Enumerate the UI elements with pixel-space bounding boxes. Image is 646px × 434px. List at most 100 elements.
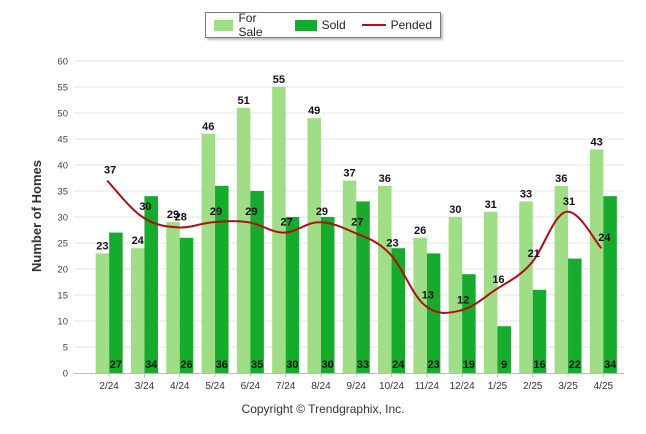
data-label-sold-5-24: 36 xyxy=(216,359,228,371)
bar-for-sale-4-25 xyxy=(589,149,604,373)
y-tick-label-40: 40 xyxy=(57,161,68,172)
y-tick-label-50: 50 xyxy=(57,109,68,120)
data-label-pended-3-24: 30 xyxy=(139,201,151,213)
bar-for-sale-11-24 xyxy=(413,237,427,373)
data-label-sold-9-24: 33 xyxy=(357,359,369,371)
data-label-sold-4-24: 26 xyxy=(180,359,192,371)
bar-for-sale-10-24 xyxy=(378,185,392,373)
data-label-for-sale-9-24: 37 xyxy=(343,168,355,180)
bar-for-sale-9-24 xyxy=(342,180,357,373)
data-label-sold-8-24: 30 xyxy=(322,359,334,371)
data-label-sold-12-24: 19 xyxy=(463,359,475,371)
legend-item-sold: Sold xyxy=(294,18,346,32)
data-label-sold-7-24: 30 xyxy=(286,359,298,371)
data-label-pended-9-24: 27 xyxy=(351,217,363,229)
data-label-for-sale-2-25: 33 xyxy=(520,188,532,200)
data-label-pended-1-25: 16 xyxy=(492,274,504,286)
x-tick-label-9-24: 9/24 xyxy=(347,381,367,392)
x-tick-label-10-24: 10/24 xyxy=(379,381,404,392)
bar-for-sale-3-24 xyxy=(130,248,145,373)
data-label-sold-3-24: 34 xyxy=(145,359,158,371)
legend-swatch-for-sale xyxy=(214,19,234,31)
bar-sold-9-24 xyxy=(356,201,370,373)
legend-label-sold: Sold xyxy=(321,18,346,32)
data-label-for-sale-6-24: 51 xyxy=(237,95,249,107)
data-label-for-sale-3-25: 36 xyxy=(555,173,567,185)
y-tick-label-0: 0 xyxy=(63,369,68,380)
legend-item-pended: Pended xyxy=(361,18,432,32)
bar-for-sale-12-24 xyxy=(448,217,463,373)
bar-sold-8-24 xyxy=(320,217,335,373)
data-label-pended-4-24: 28 xyxy=(175,211,187,223)
y-tick-label-10: 10 xyxy=(57,317,68,328)
x-tick-label-2-24: 2/24 xyxy=(99,381,119,392)
legend-label-pended: Pended xyxy=(390,18,432,32)
data-label-sold-11-24: 23 xyxy=(427,359,439,371)
x-tick-label-4-25: 4/25 xyxy=(594,381,614,392)
data-label-for-sale-2-24: 23 xyxy=(96,240,108,252)
data-label-pended-2-24: 37 xyxy=(104,165,116,177)
data-label-for-sale-10-24: 36 xyxy=(379,173,391,185)
data-label-pended-7-24: 27 xyxy=(281,217,293,229)
data-label-pended-6-24: 29 xyxy=(245,206,257,218)
data-label-pended-11-24: 13 xyxy=(422,289,434,301)
y-tick-label-55: 55 xyxy=(57,83,68,94)
data-label-pended-12-24: 12 xyxy=(457,295,469,307)
y-tick-label-25: 25 xyxy=(57,239,68,250)
data-label-for-sale-5-24: 46 xyxy=(202,121,214,133)
x-tick-label-3-25: 3/25 xyxy=(558,381,578,392)
bar-sold-6-24 xyxy=(250,191,264,373)
y-tick-label-30: 30 xyxy=(57,213,68,224)
legend-swatch-pended xyxy=(361,24,386,26)
bar-sold-7-24 xyxy=(285,217,300,373)
data-label-sold-10-24: 24 xyxy=(392,359,405,371)
data-label-for-sale-3-24: 24 xyxy=(132,235,145,247)
data-label-sold-6-24: 35 xyxy=(251,359,263,371)
y-tick-label-35: 35 xyxy=(57,187,68,198)
bar-for-sale-6-24 xyxy=(236,107,251,374)
data-label-pended-8-24: 29 xyxy=(316,206,328,218)
x-tick-label-12-24: 12/24 xyxy=(450,381,475,392)
x-tick-label-8-24: 8/24 xyxy=(311,381,331,392)
data-label-sold-2-25: 16 xyxy=(533,359,545,371)
data-label-pended-3-25: 31 xyxy=(563,196,575,208)
data-label-for-sale-4-25: 43 xyxy=(590,136,602,148)
data-label-pended-10-24: 23 xyxy=(386,237,398,249)
bar-for-sale-8-24 xyxy=(307,118,321,373)
x-tick-label-5-24: 5/24 xyxy=(205,381,225,392)
copyright-footer: Copyright © Trendgraphix, Inc. xyxy=(241,402,405,416)
bar-for-sale-4-24 xyxy=(166,222,180,373)
bar-for-sale-2-25 xyxy=(519,201,533,373)
x-tick-label-1-25: 1/25 xyxy=(488,381,508,392)
x-tick-label-11-24: 11/24 xyxy=(415,381,440,392)
data-label-sold-4-25: 34 xyxy=(604,359,617,371)
bar-sold-4-25 xyxy=(603,196,617,373)
data-label-sold-1-25: 9 xyxy=(501,359,507,371)
legend-item-for-sale: For Sale xyxy=(214,11,279,39)
data-label-for-sale-12-24: 30 xyxy=(449,204,461,216)
data-label-sold-3-25: 22 xyxy=(569,359,581,371)
bar-sold-10-24 xyxy=(391,248,406,373)
y-tick-label-5: 5 xyxy=(63,343,68,354)
y-tick-label-15: 15 xyxy=(57,291,68,302)
y-tick-label-60: 60 xyxy=(57,57,68,68)
x-tick-label-6-24: 6/24 xyxy=(241,381,261,392)
bar-sold-12-24 xyxy=(462,274,476,373)
data-label-pended-2-25: 21 xyxy=(528,248,540,260)
bar-for-sale-2-24 xyxy=(95,253,110,373)
bar-for-sale-5-24 xyxy=(201,133,216,373)
y-tick-label-20: 20 xyxy=(57,265,68,276)
bar-sold-5-24 xyxy=(215,185,229,373)
data-label-for-sale-11-24: 26 xyxy=(414,225,426,237)
line-pended xyxy=(106,179,603,314)
x-tick-label-7-24: 7/24 xyxy=(276,381,296,392)
data-label-pended-5-24: 29 xyxy=(210,206,222,218)
bar-for-sale-7-24 xyxy=(272,87,286,373)
bar-sold-11-24 xyxy=(426,253,441,373)
chart-legend: For Sale Sold Pended xyxy=(205,11,441,39)
bar-sold-2-24 xyxy=(109,232,123,373)
x-tick-label-2-25: 2/25 xyxy=(523,381,543,392)
bar-sold-1-25 xyxy=(497,326,511,373)
data-label-for-sale-8-24: 49 xyxy=(308,105,320,117)
